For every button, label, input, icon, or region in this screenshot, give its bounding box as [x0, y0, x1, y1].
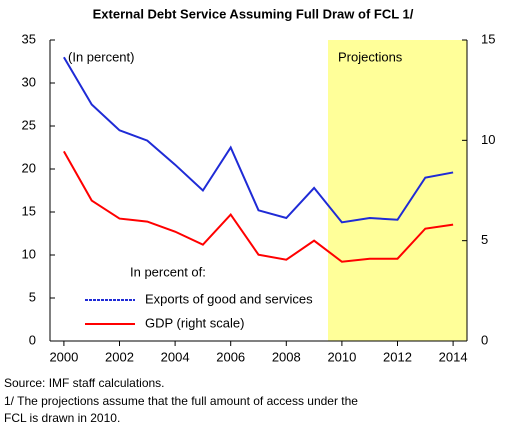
projection-region	[328, 40, 467, 341]
y2-tick-label: 15	[481, 31, 495, 46]
legend-label: GDP (right scale)	[145, 315, 244, 330]
x-tick-label: 2014	[439, 349, 468, 364]
y-tick-label: 25	[22, 117, 36, 132]
y2-tick-label: 5	[481, 232, 488, 247]
series-line	[63, 56, 454, 224]
note: 1/ The projections assume that the full …	[4, 394, 358, 408]
series-line	[63, 150, 454, 263]
y-tick-label: 20	[22, 160, 36, 175]
y-tick-label: 30	[22, 74, 36, 89]
y-tick-label: 5	[29, 289, 36, 304]
legend-title: In percent of:	[130, 264, 206, 279]
y-tick-label: 0	[29, 332, 36, 347]
x-tick-label: 2002	[105, 349, 134, 364]
note: Source: IMF staff calculations.	[4, 376, 165, 390]
x-tick-label: 2004	[161, 349, 190, 364]
y2-tick-label: 10	[481, 132, 495, 147]
y-tick-label: 10	[22, 246, 36, 261]
y-tick-label: 15	[22, 203, 36, 218]
note: FCL is drawn in 2010.	[4, 411, 120, 425]
x-tick-label: 2008	[272, 349, 301, 364]
x-tick-label: 2012	[383, 349, 412, 364]
x-tick-label: 2010	[327, 349, 356, 364]
y2-tick-label: 0	[481, 332, 488, 347]
x-tick-label: 2000	[49, 349, 78, 364]
x-tick-label: 2006	[216, 349, 245, 364]
chart-title: External Debt Service Assuming Full Draw…	[93, 6, 414, 21]
projection-label: Projections	[338, 49, 403, 64]
subtitle: (In percent)	[68, 49, 134, 64]
legend-label: Exports of good and services	[145, 291, 313, 306]
y-tick-label: 35	[22, 31, 36, 46]
